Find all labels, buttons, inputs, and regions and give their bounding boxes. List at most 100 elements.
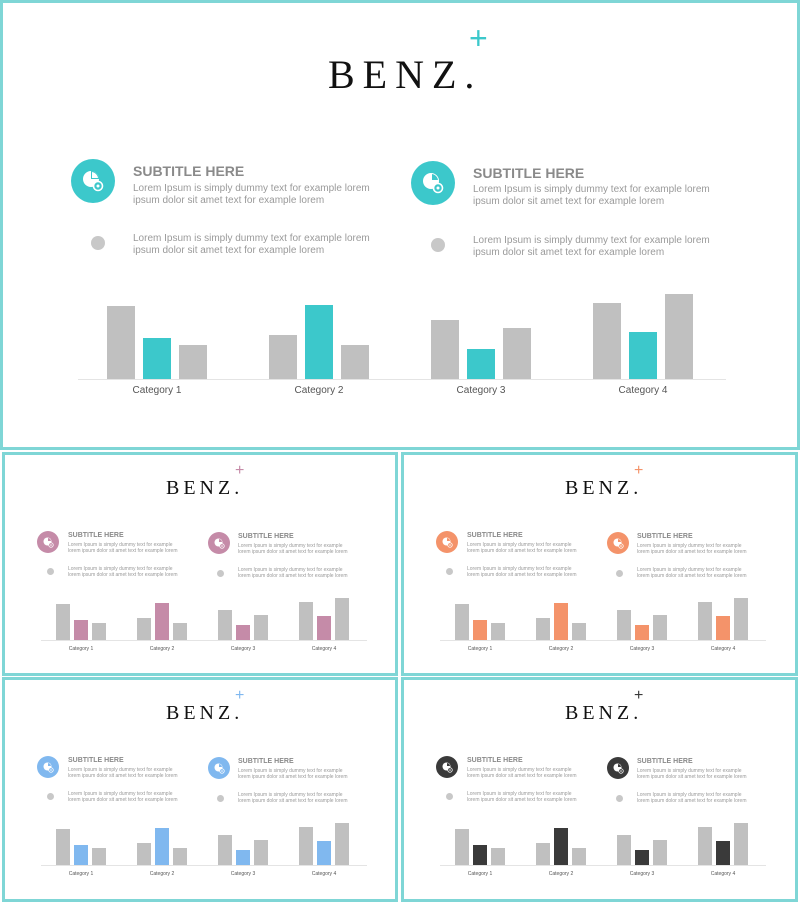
x-axis-line [78, 379, 726, 380]
slide-variant-blue[interactable]: BENZ. + SUBTITLE HERE Lorem Ipsum is simply… [2, 677, 398, 902]
body-text-right-2: Lorem Ipsum is simply dummy text for exa… [238, 567, 348, 579]
bar-4-2 [317, 841, 331, 865]
bar-1-2 [143, 338, 171, 379]
bar-3-3 [254, 839, 268, 865]
bar-2-1 [536, 618, 550, 640]
bar-3-1 [617, 610, 631, 640]
bullet-dot [47, 568, 54, 575]
body-text-right-2: Lorem Ipsum is simply dummy text for exa… [637, 567, 747, 579]
bar-2-2 [305, 304, 333, 379]
subtitle-left: SUBTITLE HERE [68, 532, 124, 539]
bar-4-3 [335, 822, 349, 865]
bar-4-1 [299, 826, 313, 865]
body-text-right-1: Lorem Ipsum is simply dummy text for exa… [238, 543, 348, 555]
benz-logo: BENZ. [565, 477, 643, 499]
bar-3-1 [617, 835, 631, 865]
pie-chart-gear-icon [436, 756, 458, 778]
category-label: Category 4 [311, 646, 337, 652]
category-label: Category 3 [230, 646, 256, 652]
body-text-right-1: Lorem Ipsum is simply dummy text for exa… [473, 184, 710, 207]
bullet-dot [217, 795, 224, 802]
subtitle-right: SUBTITLE HERE [637, 758, 693, 765]
bar-2-3 [341, 345, 369, 379]
bar-4-3 [734, 822, 748, 865]
body-text-left-2: Lorem Ipsum is simply dummy text for exa… [68, 566, 178, 578]
body-text-left-2: Lorem Ipsum is simply dummy text for exa… [68, 791, 178, 803]
bullet-dot [616, 570, 623, 577]
bar-1-3 [491, 848, 505, 865]
bar-1-3 [92, 848, 106, 865]
bar-2-1 [536, 843, 550, 865]
subtitle-left: SUBTITLE HERE [133, 163, 245, 179]
bar-2-1 [137, 843, 151, 865]
bar-3-3 [653, 614, 667, 640]
plus-icon: + [235, 462, 245, 479]
bar-1-2 [473, 619, 487, 640]
subtitle-left: SUBTITLE HERE [68, 757, 124, 764]
bar-4-2 [629, 331, 657, 379]
body-text-left-2: Lorem Ipsum is simply dummy text for exa… [467, 566, 577, 578]
bar-1-1 [455, 603, 469, 640]
bar-2-3 [173, 848, 187, 865]
bar-1-2 [74, 619, 88, 640]
bar-4-3 [734, 597, 748, 640]
bar-2-3 [572, 848, 586, 865]
subtitle-right: SUBTITLE HERE [238, 533, 294, 540]
category-label: Category 3 [230, 871, 256, 877]
category-label: Category 1 [68, 646, 94, 652]
subtitle-left: SUBTITLE HERE [467, 757, 523, 764]
body-text-left-2: Lorem Ipsum is simply dummy text for exa… [133, 233, 370, 256]
category-label: Category 2 [548, 646, 574, 652]
bar-1-3 [92, 623, 106, 640]
bar-2-2 [155, 827, 169, 865]
category-label: Category 4 [710, 871, 736, 877]
category-label: Category 1 [467, 646, 493, 652]
plus-icon: + [235, 687, 245, 704]
bar-2-2 [554, 827, 568, 865]
bar-3-2 [635, 624, 649, 640]
pie-chart-gear-icon [436, 531, 458, 553]
category-label: Category 1 [68, 871, 94, 877]
bullet-dot [446, 793, 453, 800]
category-label: Category 4 [710, 646, 736, 652]
subtitle-right: SUBTITLE HERE [238, 758, 294, 765]
subtitle-right: SUBTITLE HERE [473, 165, 585, 181]
bar-3-1 [218, 835, 232, 865]
body-text-right-2: Lorem Ipsum is simply dummy text for exa… [238, 792, 348, 804]
pie-chart-gear-icon [411, 161, 455, 205]
bar-1-3 [491, 623, 505, 640]
bar-3-2 [236, 849, 250, 865]
pie-chart-gear-icon [37, 756, 59, 778]
slide-variant-mauve[interactable]: BENZ. + SUBTITLE HERE Lorem Ipsum is simply… [2, 452, 398, 676]
pie-chart-gear-icon [208, 757, 230, 779]
bar-4-2 [716, 616, 730, 640]
bar-4-1 [299, 601, 313, 640]
category-label: Category 4 [311, 871, 337, 877]
benz-logo: BENZ. [328, 52, 483, 97]
body-text-right-1: Lorem Ipsum is simply dummy text for exa… [637, 543, 747, 555]
bar-2-2 [155, 602, 169, 640]
body-text-right-1: Lorem Ipsum is simply dummy text for exa… [637, 768, 747, 780]
category-label: Category 4 [618, 385, 668, 396]
slide-main[interactable]: BENZ. + SUBTITLE HERE Lorem Ipsum is sim… [0, 0, 800, 450]
bar-3-3 [503, 328, 531, 379]
slide-variant-orange[interactable]: BENZ. + SUBTITLE HERE Lorem Ipsum is simply… [401, 452, 798, 676]
benz-logo: BENZ. [166, 477, 244, 499]
bullet-dot [217, 570, 224, 577]
pie-chart-gear-icon [37, 531, 59, 553]
category-label: Category 3 [456, 385, 506, 396]
slide-variant-dark[interactable]: BENZ. + SUBTITLE HERE Lorem Ipsum is simply… [401, 677, 798, 902]
category-label: Category 2 [548, 871, 574, 877]
plus-icon: + [634, 687, 644, 704]
bar-1-3 [179, 345, 207, 379]
plus-icon: + [469, 20, 488, 56]
bar-1-1 [56, 603, 70, 640]
bar-1-1 [107, 306, 135, 379]
bar-3-2 [236, 624, 250, 640]
bar-4-1 [698, 601, 712, 640]
body-text-left-1: Lorem Ipsum is simply dummy text for exa… [467, 542, 577, 554]
pie-chart-gear-icon [208, 532, 230, 554]
x-axis-line [41, 640, 367, 641]
bar-3-2 [635, 849, 649, 865]
body-text-left-1: Lorem Ipsum is simply dummy text for exa… [68, 542, 178, 554]
